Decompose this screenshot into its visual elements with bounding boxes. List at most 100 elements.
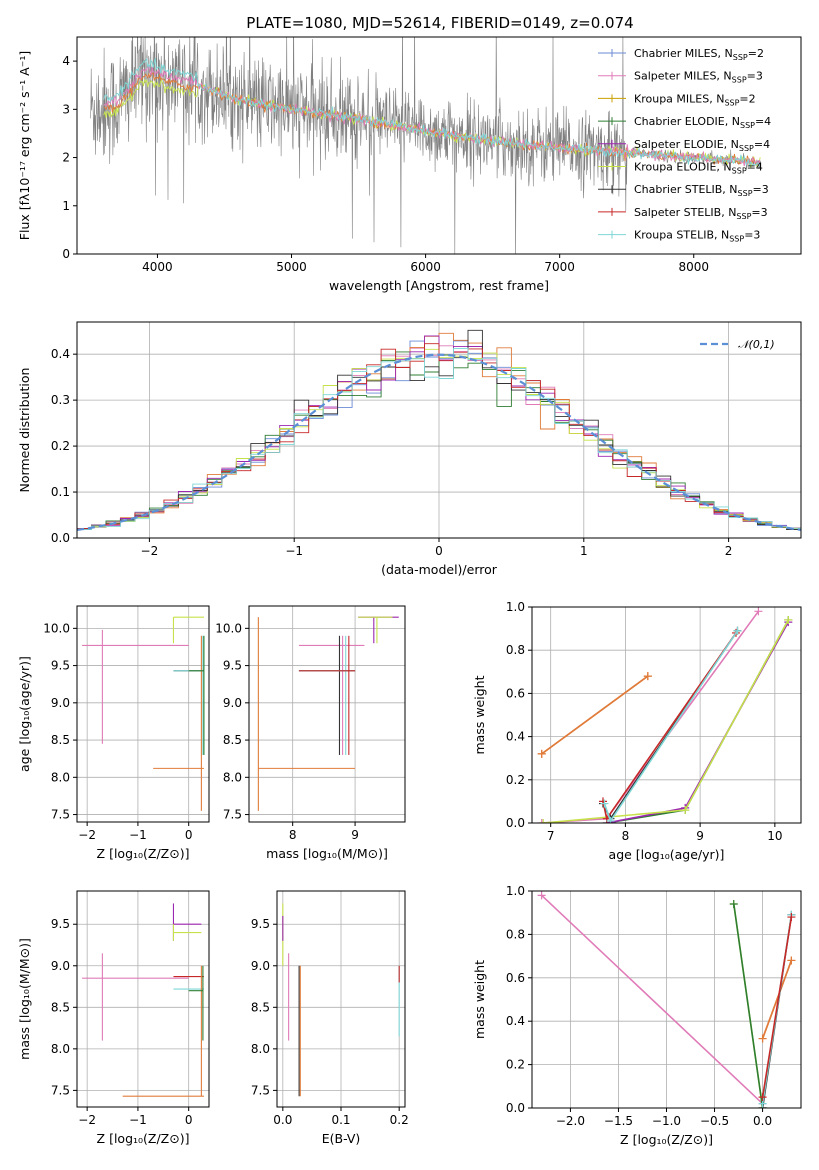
x-axis-label: mass [log₁₀(M/M⊙)] — [266, 846, 388, 861]
y-tick-label: 9.0 — [223, 696, 242, 710]
y-tick-label: 4 — [62, 54, 70, 68]
plot-area — [77, 329, 801, 531]
x-axis-label: wavelength [Angstrom, rest frame] — [329, 278, 549, 293]
x-tick-label: −0.5 — [700, 1114, 729, 1128]
series-point — [643, 672, 652, 681]
axes-frame — [248, 605, 406, 823]
y-tick-label: 2 — [62, 151, 70, 165]
x-tick-label: −1 — [285, 544, 303, 558]
y-tick-label: 8.5 — [51, 733, 70, 747]
plot-area — [90, 37, 761, 254]
legend-label: Chabrier MILES, NSSP=2 — [634, 47, 764, 62]
y-tick-label: 7.5 — [223, 808, 242, 822]
y-axis-label: mass weight — [472, 960, 487, 1039]
y-tick-label: 0.8 — [506, 927, 525, 941]
axes-frame — [76, 36, 802, 255]
x-tick-label: 7000 — [544, 260, 575, 274]
y-axis-label: mass weight — [472, 675, 487, 754]
y-axis-label: Normed distribution — [17, 368, 32, 493]
y-tick-label: 0.4 — [506, 730, 525, 744]
legend-label: 𝒩(0,1) — [738, 338, 775, 351]
series-point — [784, 615, 793, 624]
legend-label: Chabrier STELIB, NSSP=3 — [634, 183, 769, 198]
plot-area — [282, 903, 400, 1097]
normal-reference-curve — [77, 353, 801, 531]
x-tick-label: 4000 — [142, 260, 173, 274]
x-tick-label: 0.0 — [273, 1113, 292, 1127]
x-axis-label: Z [log₁₀(Z/Z⊙)] — [620, 1132, 713, 1147]
y-tick-label: 0.6 — [506, 686, 525, 700]
series-point — [537, 891, 546, 900]
series-point — [758, 1093, 767, 1102]
x-tick-label: −1.5 — [604, 1114, 633, 1128]
x-tick-label: −2.0 — [556, 1114, 585, 1128]
y-tick-label: 0.0 — [506, 1101, 525, 1115]
y-tick-label: 9.0 — [51, 696, 70, 710]
axes-mass_vs_EBV: 0.0 0.1 0.2 7.5 8.0 8.5 9.0 9.5 E(B-V) — [251, 890, 409, 1146]
y-tick-label: 9.0 — [51, 959, 70, 973]
axes-frame — [76, 605, 210, 823]
x-tick-label: 0.1 — [331, 1113, 350, 1127]
x-tick-label: 0.0 — [753, 1114, 772, 1128]
series-point — [729, 900, 738, 909]
y-tick-label: 10.0 — [43, 621, 70, 635]
x-tick-label: 8 — [289, 828, 297, 842]
residual-histogram — [77, 351, 801, 530]
x-tick-label: 0.2 — [390, 1113, 409, 1127]
series-line — [733, 903, 764, 1108]
x-axis-label: E(B-V) — [322, 1131, 361, 1146]
x-tick-label: 9 — [696, 829, 704, 843]
y-tick-label: 9.5 — [51, 659, 70, 673]
x-axis-label: age [log₁₀(age/yr)] — [609, 847, 725, 862]
axes-massweight_vs_age: 7 8 9 10 0.0 0.2 0.4 0.6 0.8 1.0 age [log₁₀(age/yr… — [472, 600, 802, 862]
x-tick-label: 0 — [185, 828, 193, 842]
x-axis-label: Z [log₁₀(Z/Z⊙)] — [97, 846, 190, 861]
x-tick-label: 2 — [725, 544, 733, 558]
x-tick-label: 9 — [351, 828, 359, 842]
y-tick-label: 7.5 — [251, 1083, 270, 1097]
legend-label: Kroupa ELODIE, NSSP=4 — [634, 161, 763, 176]
x-axis-label: Z [log₁₀(Z/Z⊙)] — [97, 1131, 190, 1146]
y-tick-label: 0.8 — [506, 643, 525, 657]
y-tick-label: 0.3 — [51, 393, 70, 407]
model-spectrum — [103, 57, 761, 167]
series-point — [606, 816, 615, 823]
y-tick-label: 7.5 — [51, 1083, 70, 1097]
legend-label: Kroupa STELIB, NSSP=3 — [634, 229, 760, 244]
legend-label: Salpeter STELIB, NSSP=3 — [634, 206, 768, 221]
y-tick-label: 0.0 — [506, 816, 525, 830]
x-tick-label: 0 — [185, 1113, 193, 1127]
series-point — [539, 819, 548, 823]
series-point — [681, 806, 690, 815]
y-tick-label: 8.0 — [51, 1042, 70, 1056]
series-point — [758, 1034, 767, 1043]
y-tick-label: 1 — [62, 199, 70, 213]
y-tick-label: 3 — [62, 102, 70, 116]
x-tick-label: −2 — [78, 828, 96, 842]
plot-area — [82, 616, 205, 811]
x-tick-label: 1 — [580, 544, 588, 558]
y-axis-label: mass [log₁₀(M/M⊙)] — [17, 938, 32, 1060]
series-point — [787, 956, 796, 965]
axes-frame — [531, 606, 802, 824]
y-tick-label: 8.5 — [223, 733, 242, 747]
series-line — [606, 621, 789, 823]
data-spectrum — [90, 37, 761, 254]
x-tick-label: −1 — [129, 1113, 147, 1127]
figure-title: PLATE=1080, MJD=52614, FIBERID=0149, z=0… — [246, 14, 633, 32]
axes-mass_vs_Z: −2 −1 0 7.5 8.0 8.5 9.0 9.5 Z [log₁₀(Z/Z⊙)] mass … — [17, 890, 210, 1146]
y-tick-label: 0.2 — [51, 439, 70, 453]
y-tick-label: 9.0 — [251, 959, 270, 973]
x-tick-label: 7 — [547, 829, 555, 843]
y-tick-label: 0.4 — [506, 1014, 525, 1028]
plot-area — [537, 607, 793, 823]
series-point — [537, 749, 546, 758]
plot-area — [537, 891, 796, 1108]
x-tick-label: 8000 — [678, 260, 709, 274]
legend-label: Salpeter MILES, NSSP=3 — [634, 70, 763, 85]
y-tick-label: 0.2 — [506, 1058, 525, 1072]
x-tick-label: 5000 — [276, 260, 307, 274]
x-tick-label: 0 — [435, 544, 443, 558]
y-tick-label: 8.5 — [251, 1000, 270, 1014]
